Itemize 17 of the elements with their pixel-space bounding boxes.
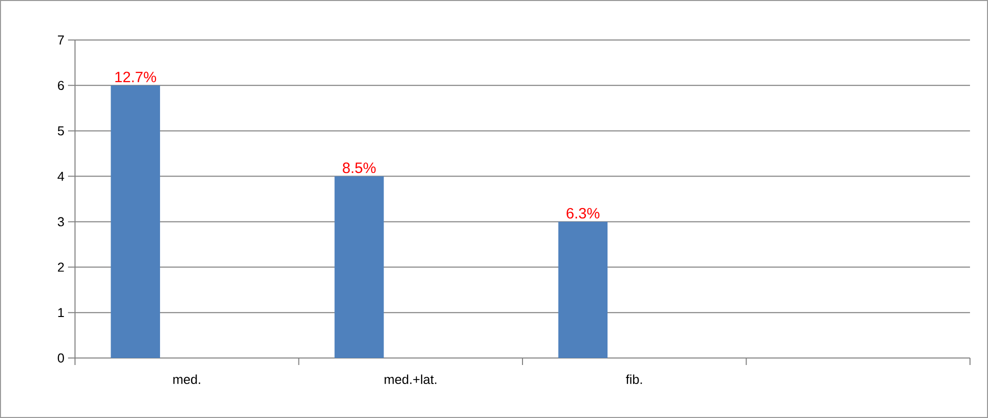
x-tick-label: med.+lat. bbox=[384, 374, 436, 384]
y-tick-label: 7 bbox=[58, 36, 64, 44]
annotation: 8.5% bbox=[342, 162, 376, 174]
annotation: 6.3% bbox=[566, 208, 600, 219]
y-tick-label: 1 bbox=[58, 308, 64, 318]
y-tick-label: 2 bbox=[58, 262, 64, 272]
y-tick-label: 5 bbox=[58, 126, 64, 136]
x-tick-label: med. bbox=[173, 374, 200, 384]
y-tick-label: 0 bbox=[58, 353, 64, 363]
bar bbox=[558, 222, 608, 358]
y-tick-label: 3 bbox=[58, 217, 64, 226]
annotation: 12.7% bbox=[115, 72, 156, 82]
y-tick-label: 4 bbox=[58, 172, 64, 181]
bar bbox=[334, 176, 384, 358]
bar bbox=[110, 85, 160, 358]
y-tick-label: 6 bbox=[58, 80, 64, 90]
x-tick-label: fib. bbox=[626, 374, 642, 384]
